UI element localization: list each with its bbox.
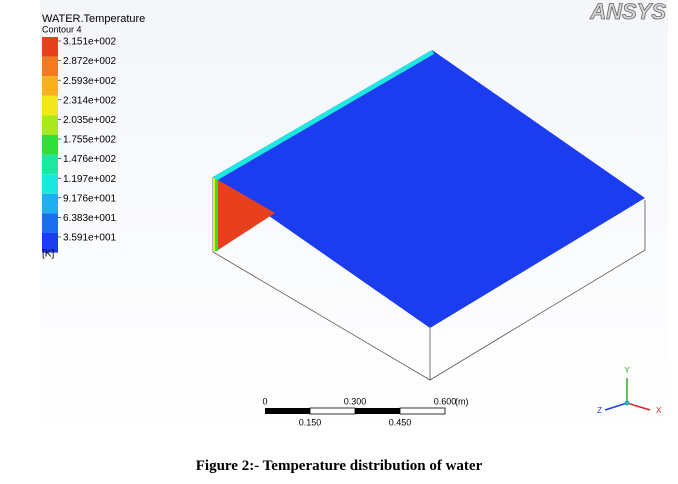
legend-swatch	[42, 135, 58, 155]
legend-swatch	[42, 56, 58, 77]
legend-subtitle: Contour 4	[42, 24, 82, 34]
axis-label-y: Y	[624, 366, 630, 375]
legend: 3.151e+002 2.872e+002 2.593e+002 2.314e+002…	[42, 37, 117, 253]
hot-edge-strip	[213, 50, 434, 181]
legend-swatch	[42, 193, 58, 214]
axis-label-z: Z	[597, 406, 602, 415]
legend-label: 3.591e+001	[63, 233, 117, 244]
legend-label: 2.872e+002	[63, 56, 117, 67]
inlet-strip	[215, 179, 218, 251]
scale-label: 0	[262, 396, 267, 406]
scale-label: 0.300	[344, 396, 367, 406]
scale-label: 0.600	[434, 396, 457, 406]
legend-label: 1.755e+002	[63, 135, 117, 146]
inlet-strip	[213, 178, 215, 251]
legend-swatch	[42, 233, 58, 253]
figure-caption: Figure 2:- Temperature distribution of w…	[195, 458, 483, 474]
legend-label: 2.035e+002	[63, 115, 117, 126]
ansys-viewport: WATER.Temperature Contour 4 3.151e+002 2.…	[40, 0, 668, 440]
legend-label: 1.197e+002	[63, 174, 117, 185]
scale-unit: (m)	[455, 396, 469, 406]
inlet-region	[218, 180, 275, 250]
legend-swatch	[42, 76, 58, 96]
legend-label: 6.383e+001	[63, 213, 117, 224]
scale-labels: 0 0.300 0.600(m) 0.150 0.450	[262, 396, 468, 427]
legend-swatch	[42, 154, 58, 175]
legend-label: 2.593e+002	[63, 76, 117, 87]
axis-triad	[604, 378, 651, 411]
legend-label: 3.151e+002	[63, 37, 117, 48]
legend-swatch	[42, 115, 58, 135]
legend-title: WATER.Temperature	[42, 13, 145, 25]
legend-label: 9.176e+001	[63, 193, 117, 204]
legend-label: 1.476e+002	[63, 154, 117, 165]
legend-swatch	[42, 37, 58, 57]
legend-unit: [K]	[42, 249, 54, 260]
scale-label: 0.450	[389, 417, 412, 427]
legend-swatch	[42, 95, 58, 116]
legend-swatch	[42, 174, 58, 194]
scale-bar	[265, 407, 446, 415]
ansys-logo: ANSYS	[589, 0, 666, 24]
axis-label-x: X	[656, 406, 662, 415]
legend-label: 2.314e+002	[63, 95, 117, 106]
scale-label: 0.150	[299, 417, 322, 427]
legend-swatch	[42, 213, 58, 233]
